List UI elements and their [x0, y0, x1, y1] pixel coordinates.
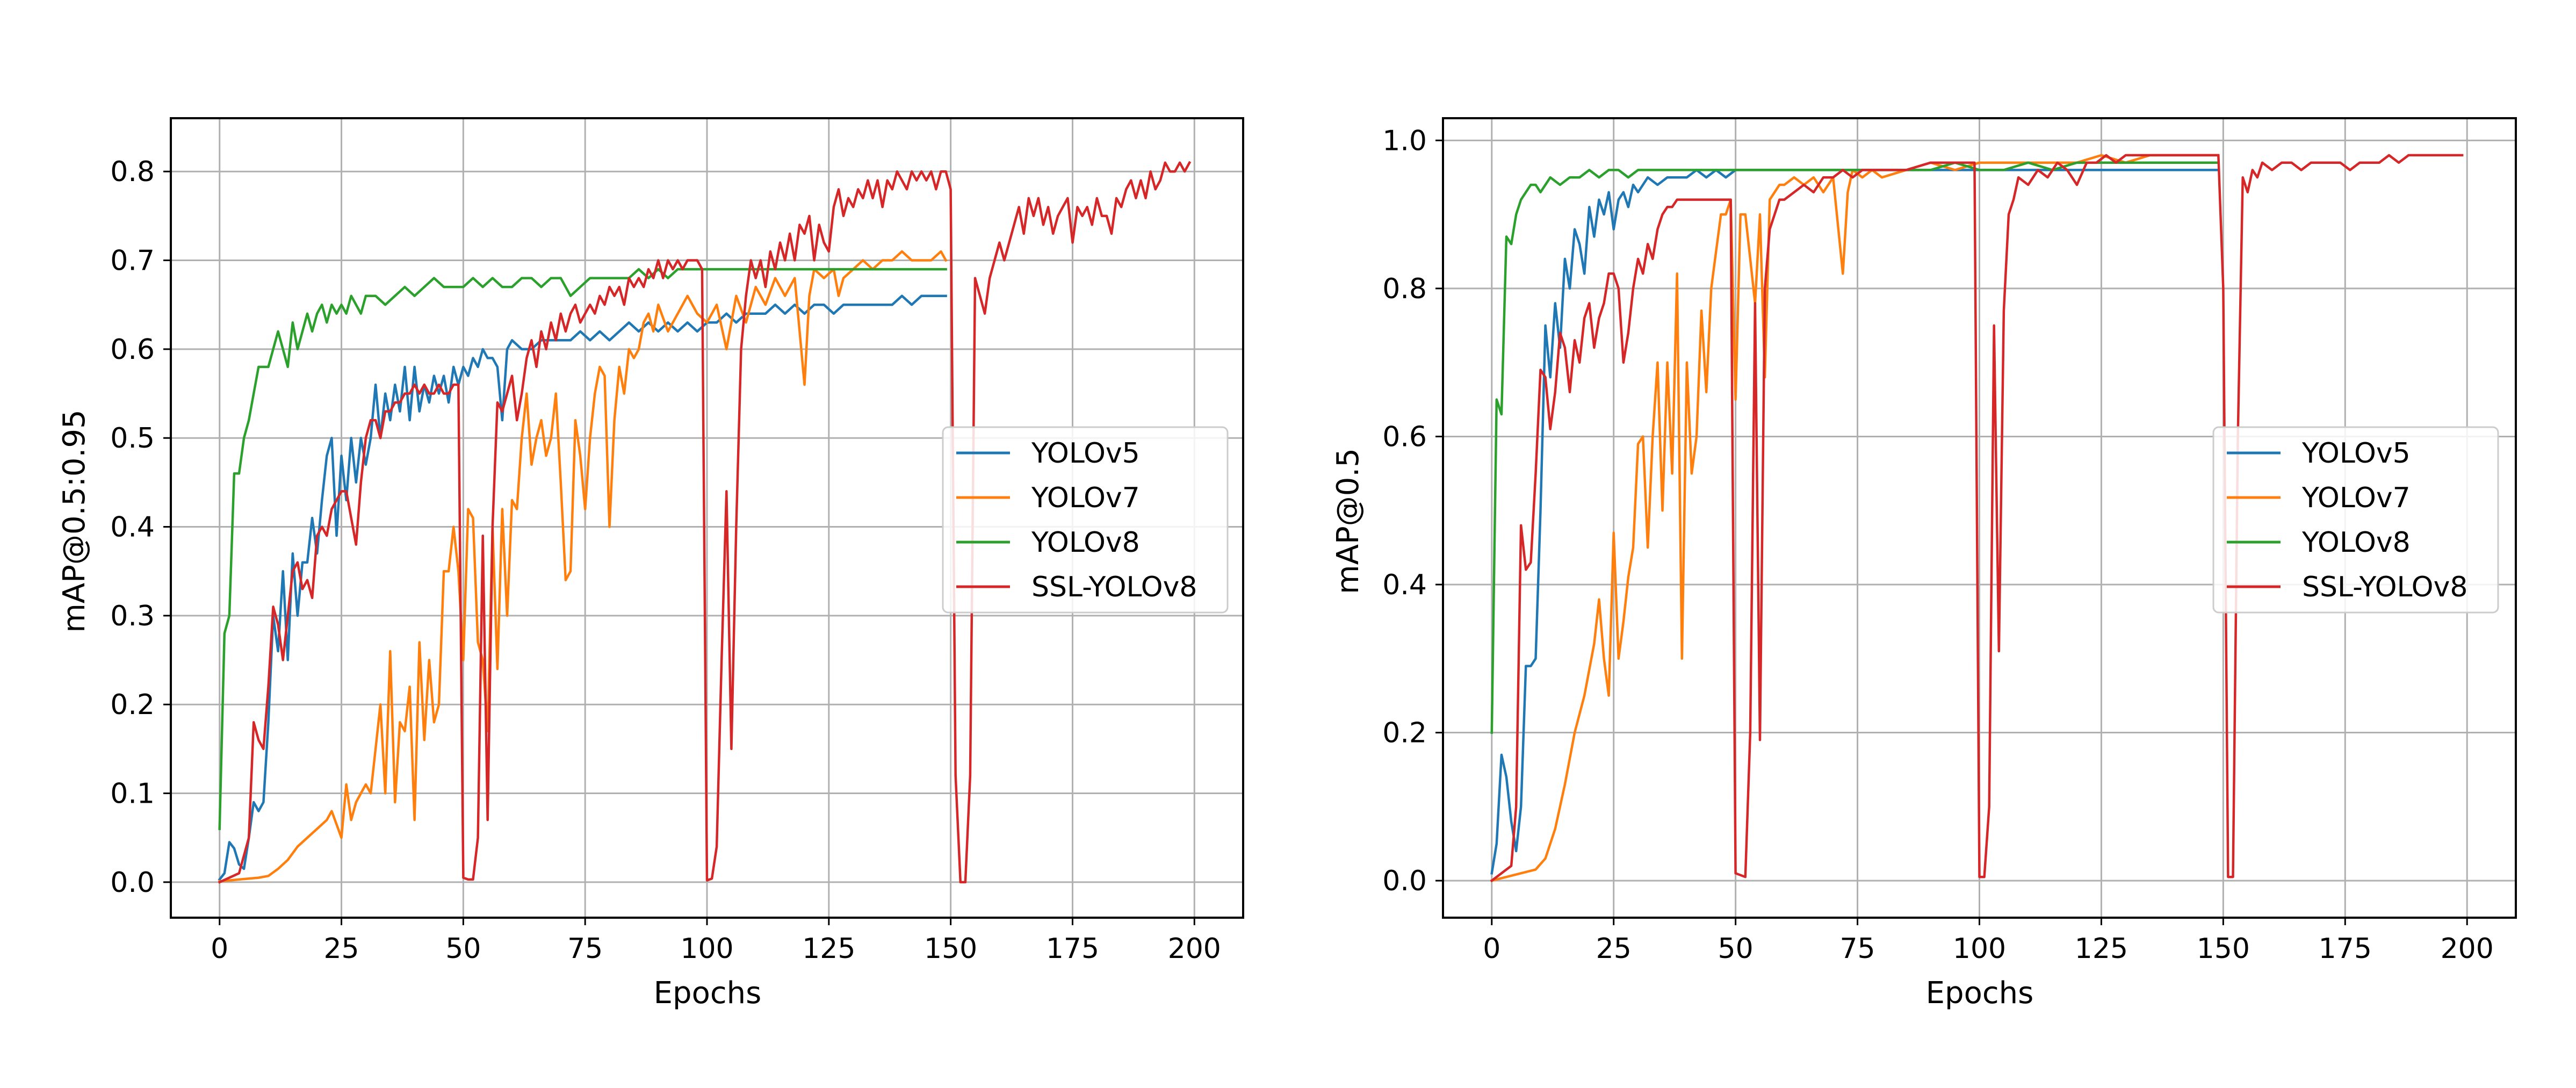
- x-tick-label: 0: [1483, 933, 1500, 965]
- y-tick-label: 0.4: [1382, 569, 1427, 601]
- x-tick-label: 0: [211, 933, 228, 965]
- y-tick-label: 0.8: [110, 156, 155, 188]
- y-tick-label: 0.4: [110, 511, 155, 544]
- tick-labels: 0 25 50 75 100 125 150 175 200 0.0 0.2 0.4 0.6 0.8 1.0: [1382, 125, 2494, 965]
- x-tick-label: 50: [445, 933, 481, 965]
- plot-frame: [1442, 117, 2517, 919]
- x-tick-label: 200: [1168, 933, 1221, 965]
- x-tick-label: 75: [567, 933, 603, 965]
- y-tick-label: 0.5: [110, 422, 155, 455]
- series-line-ssl-yolov8: [1490, 154, 2464, 883]
- y-tick-label: 0.6: [1382, 421, 1427, 453]
- x-tick-label: 125: [802, 933, 855, 965]
- x-axis-label: Epochs: [1926, 976, 2034, 1011]
- x-tick-label: 175: [2319, 933, 2372, 965]
- legend-label: YOLOv5: [2301, 437, 2411, 470]
- y-tick-label: 0.1: [110, 778, 155, 810]
- legend-label: YOLOv7: [2301, 482, 2411, 514]
- x-tick-label: 75: [1839, 933, 1875, 965]
- x-tick-label: 150: [924, 933, 977, 965]
- series-line-yolov8: [1490, 161, 2220, 734]
- y-tick-label: 0.3: [110, 600, 155, 632]
- x-tick-label: 200: [2441, 933, 2494, 965]
- series-line-yolov5: [218, 294, 947, 882]
- y-tick-label: 0.2: [110, 689, 155, 721]
- legend: YOLOv5 YOLOv7 YOLOv8 SSL-YOLOv8: [2212, 426, 2499, 614]
- legend-label: YOLOv5: [1031, 437, 1140, 470]
- y-tick-label: 0.7: [110, 245, 155, 277]
- legend-box: [942, 426, 1229, 614]
- series-line-yolov7: [218, 250, 948, 883]
- legend-label: SSL-YOLOv8: [2302, 571, 2467, 603]
- y-axis-label: mAP@0.5: [1331, 448, 1366, 594]
- legend-box: [2212, 426, 2499, 614]
- chart-map-50: 0 25 50 75 100 125 150 175 200 0.0 0.2 0.4 0.6 0.8 1.0…: [1331, 117, 2517, 1011]
- y-tick-label: 0.6: [110, 334, 155, 366]
- series-line-yolov8: [218, 268, 947, 831]
- x-tick-label: 25: [323, 933, 359, 965]
- chart-map-50-95: 0 25 50 75 100 125 150 175 200 0.0 0.1 0.2 0.3 0.4 0.5…: [57, 117, 1244, 1011]
- legend-label: YOLOv7: [1031, 482, 1140, 514]
- legend-label: YOLOv8: [1031, 527, 1140, 559]
- x-tick-label: 100: [680, 933, 733, 965]
- legend: YOLOv5 YOLOv7 YOLOv8 SSL-YOLOv8: [942, 426, 1229, 614]
- legend-label: SSL-YOLOv8: [1031, 571, 1197, 603]
- y-tick-label: 0.2: [1382, 717, 1427, 750]
- y-tick-label: 0.0: [1382, 865, 1427, 897]
- x-tick-label: 150: [2197, 933, 2250, 965]
- axes: [163, 117, 1244, 925]
- series-lines: [218, 161, 1192, 884]
- x-tick-label: 25: [1596, 933, 1632, 965]
- series-line-ssl-yolov8: [218, 161, 1192, 884]
- tick-labels: 0 25 50 75 100 125 150 175 200 0.0 0.1 0.2 0.3 0.4 0.5…: [110, 156, 1221, 965]
- x-axis-label: Epochs: [654, 976, 762, 1011]
- y-tick-label: 1.0: [1382, 125, 1427, 157]
- legend-label: YOLOv8: [2301, 527, 2411, 559]
- plot-frame: [170, 117, 1244, 919]
- series-lines: [1490, 154, 2464, 883]
- x-tick-label: 100: [1953, 933, 2006, 965]
- y-tick-label: 0.0: [110, 867, 155, 899]
- x-tick-label: 175: [1046, 933, 1099, 965]
- y-axis-label: mAP@0.5:0.95: [57, 409, 92, 632]
- x-tick-label: 50: [1718, 933, 1754, 965]
- y-tick-label: 0.8: [1382, 273, 1427, 305]
- x-tick-label: 125: [2075, 933, 2128, 965]
- axes: [1435, 117, 2517, 925]
